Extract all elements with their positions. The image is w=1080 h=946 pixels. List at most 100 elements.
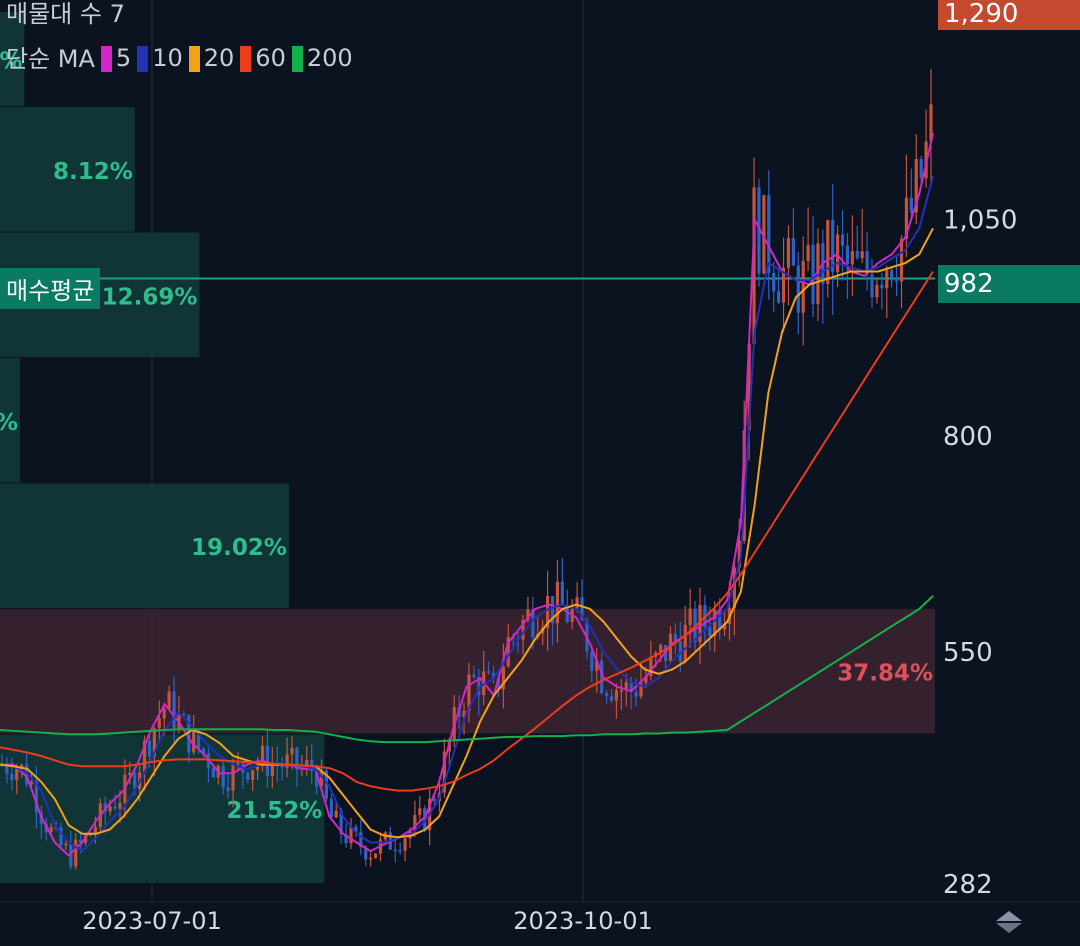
volume-zone-pct: 0.00% [0, 410, 18, 436]
ma-swatch [188, 46, 200, 72]
candle-body [74, 839, 78, 867]
candle-body [236, 763, 240, 765]
volume-zone-bar [0, 608, 935, 734]
candle-body [575, 597, 579, 609]
candle-body [609, 696, 614, 701]
candle-body [118, 802, 122, 809]
candle-body [29, 781, 34, 785]
candle-body [850, 251, 854, 265]
volume-zone-pct: 0.31% [0, 49, 22, 75]
candle-body [314, 770, 319, 787]
candle-body [108, 806, 112, 812]
candle-body [260, 745, 265, 764]
candle-body [742, 430, 746, 541]
ma-period-label: 60 [255, 44, 286, 72]
candle-body [521, 620, 525, 640]
candle-body [64, 843, 68, 846]
candle-body [359, 832, 363, 848]
candle-body [113, 806, 117, 809]
candle-body [487, 671, 491, 673]
candle-body [69, 843, 73, 867]
candle-body [231, 764, 235, 791]
candle-body [614, 690, 619, 701]
x-tick-label: 2023-10-01 [513, 907, 652, 935]
x-tick-label: 2023-07-01 [82, 907, 221, 935]
candle-body [157, 718, 161, 729]
volume-zone-bar [0, 483, 289, 608]
candle-body [147, 740, 152, 757]
candle-body [418, 808, 422, 815]
candle-body [580, 597, 584, 621]
candle-body [634, 691, 638, 697]
candlesticks [0, 68, 933, 870]
candle-body [339, 810, 343, 835]
candle-body [531, 609, 535, 638]
ma-legend: 단순 MA 5 10 20 60 200 [6, 46, 361, 72]
candle-body [619, 689, 623, 692]
candle-body [698, 605, 702, 643]
candle-body [919, 158, 923, 179]
candle-body [472, 674, 476, 678]
ma-line-200 [0, 595, 934, 744]
candle-body [796, 265, 800, 313]
candle-body [855, 251, 859, 259]
candle-body [914, 158, 918, 213]
candle-body [890, 270, 894, 281]
candle-body [49, 826, 53, 833]
candle-body [777, 291, 781, 303]
ma-swatch [100, 46, 112, 72]
candle-body [781, 267, 786, 303]
ma-swatch [240, 46, 252, 72]
candle-body [747, 343, 751, 431]
candle-body [870, 274, 874, 298]
candle-body [211, 767, 215, 778]
candle-body [762, 195, 766, 274]
candle-body [265, 745, 270, 777]
candle-body [526, 609, 530, 621]
candle-body [324, 770, 329, 799]
volume-zone-count-label: 매물대 수 7 [6, 0, 125, 28]
candle-body [477, 677, 481, 696]
candle-body [290, 747, 294, 755]
candle-body [319, 770, 324, 787]
candle-body [555, 581, 560, 624]
candle-body [899, 238, 904, 282]
candle-body [678, 641, 682, 662]
candle-body [182, 714, 186, 716]
candle-body [442, 751, 446, 793]
candle-body [836, 234, 840, 273]
y-tick-label: 282 [943, 870, 993, 900]
candle-body [246, 772, 250, 780]
candle-body [811, 244, 815, 305]
candle-body [840, 234, 845, 246]
candle-body [713, 609, 717, 636]
scale-adjust-icon[interactable] [992, 909, 1026, 935]
candle-body [565, 605, 569, 622]
candle-body [560, 581, 564, 606]
candle-body [295, 747, 299, 770]
ma-swatch [137, 46, 149, 72]
candle-body [550, 595, 555, 624]
candle-body [197, 730, 201, 749]
candle-body [831, 219, 835, 273]
candle-body [659, 645, 663, 653]
candle-body [501, 666, 505, 690]
candle-body [162, 708, 166, 719]
candle-body [806, 244, 810, 262]
ma-swatch [291, 46, 303, 72]
candle-body [369, 857, 373, 860]
candle-body [423, 808, 427, 831]
candle-body [334, 810, 338, 818]
candle-body [885, 270, 889, 289]
candle-body [639, 682, 643, 697]
average-price-badge: 982 [938, 265, 1080, 303]
candle-body [280, 766, 284, 768]
y-axis-ticks: 1,050 800 550 282 [943, 206, 1017, 900]
candle-body [167, 691, 171, 709]
candle-body [624, 682, 628, 690]
candle-body [649, 656, 653, 676]
candle-body [595, 660, 599, 671]
candle-body [880, 284, 884, 289]
ma-line-5 [0, 132, 934, 857]
